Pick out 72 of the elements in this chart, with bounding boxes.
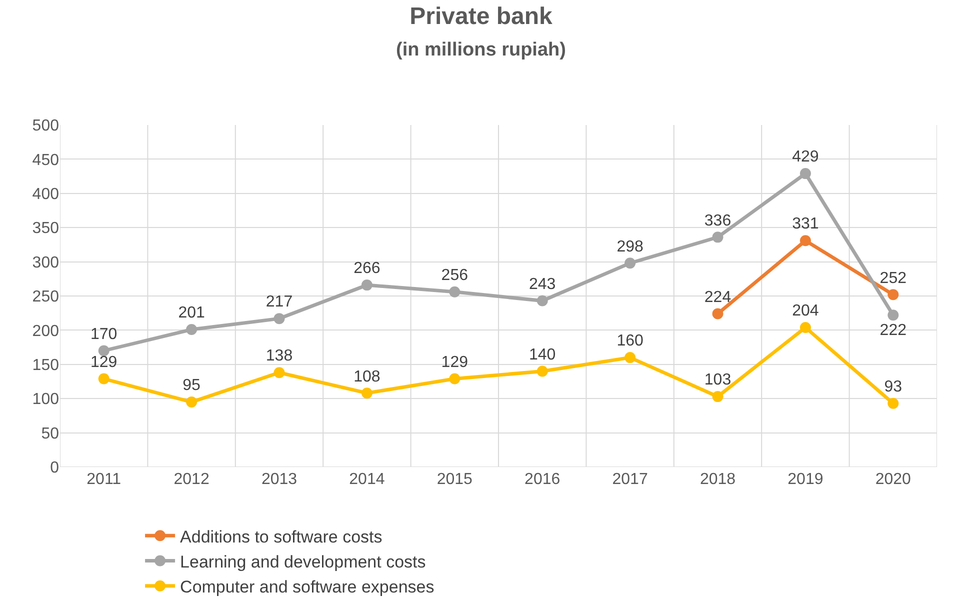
x-tick-label: 2017 — [612, 471, 648, 488]
data-label: 252 — [880, 270, 907, 287]
point — [361, 388, 372, 399]
point — [712, 232, 724, 243]
data-label: 331 — [792, 216, 819, 233]
data-label: 95 — [182, 377, 201, 394]
x-tick-label: 2014 — [349, 471, 385, 488]
data-label: 222 — [880, 322, 907, 340]
legend-label: Additions to software costs — [180, 527, 382, 546]
y-tick-label: 500 — [32, 118, 60, 135]
y-tick-label: 150 — [32, 357, 60, 374]
data-label: 129 — [441, 354, 468, 371]
point — [536, 366, 548, 377]
x-tick-label: 2012 — [174, 471, 210, 488]
x-tick-label: 2015 — [436, 471, 473, 488]
point — [888, 289, 899, 300]
x-tick-label: 2013 — [261, 471, 298, 488]
data-label: 160 — [616, 332, 644, 350]
y-tick-label: 100 — [32, 391, 60, 408]
point — [712, 391, 724, 402]
point — [800, 235, 811, 246]
point — [800, 168, 811, 180]
y-tick-label: 300 — [32, 254, 60, 272]
data-label: 138 — [266, 348, 293, 365]
point — [98, 345, 110, 356]
data-label: 243 — [529, 276, 556, 293]
point — [888, 310, 899, 321]
point — [536, 295, 548, 306]
point — [712, 308, 724, 320]
point — [274, 367, 285, 378]
point — [186, 396, 198, 408]
point — [186, 324, 198, 336]
y-tick-label: 450 — [32, 152, 60, 169]
y-tick-label: 250 — [32, 288, 60, 306]
point — [449, 373, 460, 384]
data-label: 266 — [354, 260, 380, 278]
data-label: 298 — [616, 238, 644, 256]
data-label: 224 — [704, 288, 732, 306]
point — [624, 352, 636, 364]
data-label: 429 — [792, 148, 819, 166]
data-label: 129 — [90, 354, 118, 371]
x-tick-label: 2018 — [700, 471, 736, 488]
y-tick-label: 350 — [32, 220, 60, 238]
data-label: 93 — [884, 378, 902, 396]
x-tick-label: 2019 — [788, 471, 824, 488]
y-tick-label: 200 — [32, 322, 60, 340]
data-label: 108 — [354, 368, 380, 386]
data-label: 217 — [266, 294, 293, 311]
y-tick-label: 400 — [32, 186, 60, 203]
point — [800, 322, 811, 333]
point — [624, 258, 636, 269]
data-label: 170 — [90, 326, 118, 343]
data-label: 256 — [441, 267, 468, 284]
point — [361, 280, 372, 291]
y-tick-label: 0 — [50, 460, 60, 477]
x-tick-label: 2011 — [86, 471, 122, 488]
point — [98, 373, 110, 384]
y-tick-label: 50 — [41, 425, 60, 442]
data-label: 336 — [704, 212, 732, 230]
x-tick-label: 2020 — [875, 471, 912, 488]
data-label: 201 — [178, 304, 205, 322]
chart-subtitle: (in millions rupiah) — [396, 39, 566, 60]
data-label: 204 — [792, 302, 819, 320]
chart-title: Private bank — [410, 3, 554, 30]
data-label: 140 — [529, 346, 556, 364]
legend-label: Learning and development costs — [180, 552, 426, 572]
point — [274, 313, 285, 324]
legend-label: Computer and software expenses — [180, 578, 434, 596]
point — [888, 398, 899, 409]
point — [449, 286, 460, 298]
data-label: 103 — [704, 372, 732, 389]
x-tick-label: 2016 — [524, 471, 560, 488]
